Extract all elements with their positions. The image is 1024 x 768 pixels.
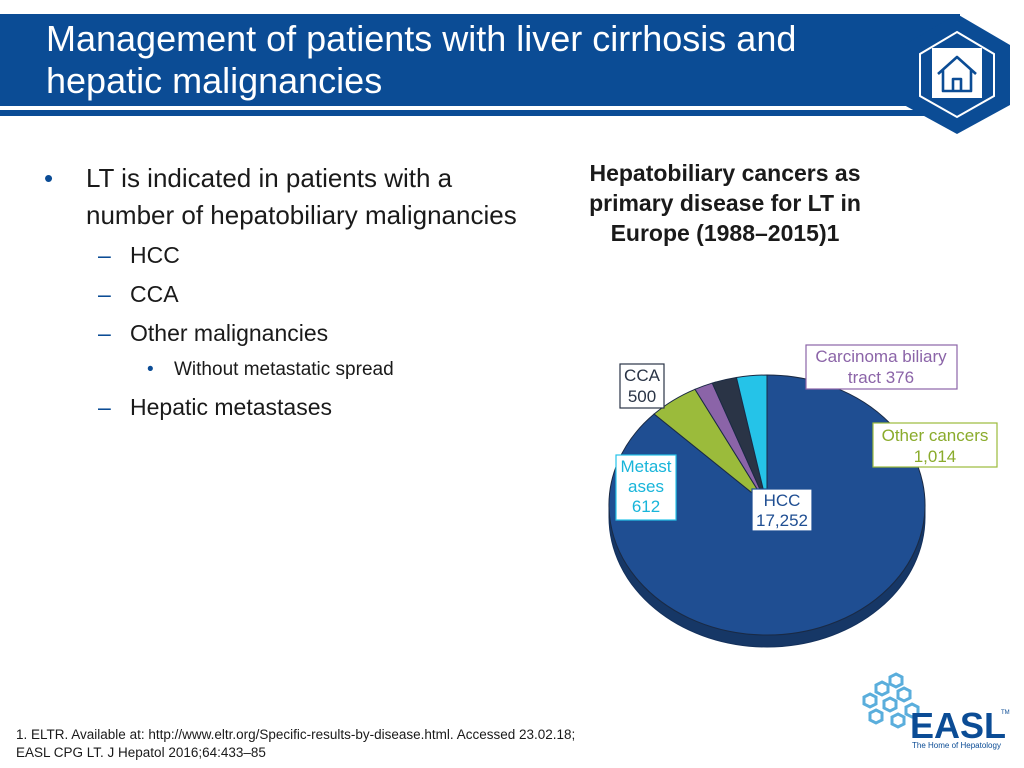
easl-logo: EASL TM The Home of Hepatology [862, 672, 1010, 750]
hexagon-cells-icon [862, 672, 920, 729]
bullet-marker: • [44, 163, 54, 193]
easl-tm: TM [1001, 710, 1010, 716]
bullet-sub-cca: – CCA [40, 279, 540, 309]
label-carcinoma-line1: Carcinoma biliary [815, 347, 947, 366]
page-title: Management of patients with liver cirrho… [46, 18, 906, 102]
label-box-hcc [751, 488, 813, 532]
label-box-cca [619, 363, 665, 409]
label-cca-line2: 500 [628, 387, 656, 406]
label-cca-line1: CCA [624, 366, 661, 385]
label-metastases-line2: ases [628, 477, 664, 496]
label-other-cancers-line2: 1,014 [914, 447, 957, 466]
page-title-line1: Management of patients with liver cirrho… [46, 18, 797, 59]
label-box-other-cancers [872, 422, 998, 468]
dash-marker: – [98, 242, 111, 268]
label-hcc-line2: 17,252 [756, 511, 808, 530]
home-icon[interactable] [902, 12, 1012, 136]
label-metastases-line1: Metast [620, 457, 671, 476]
dash-marker: – [98, 394, 111, 420]
dash-marker: – [98, 281, 111, 307]
bullet-sub-text: Other malignancies [130, 320, 329, 346]
easl-tagline: The Home of Hepatology [912, 741, 1001, 750]
footnote: 1. ELTR. Available at: http://www.eltr.o… [16, 726, 656, 762]
bullet-sub-metastases: – Hepatic metastases [40, 392, 540, 422]
bullet-marker-small: • [147, 359, 154, 380]
bullet-subsub-text: Without metastatic spread [174, 359, 394, 380]
label-hcc-line1: HCC [764, 491, 801, 510]
easl-wordmark: EASL [910, 705, 1006, 746]
bullet-sub-text: Hepatic metastases [130, 394, 332, 420]
bullet-sub-text: CCA [130, 281, 179, 307]
footnote-line1: 1. ELTR. Available at: http://www.eltr.o… [16, 727, 576, 742]
chart-title: Hepatobiliary cancers as primary disease… [589, 160, 861, 246]
bullet-sub-other: – Other malignancies [40, 318, 540, 348]
label-carcinoma-line2: tract 376 [848, 368, 914, 387]
header-rule [0, 110, 960, 116]
footnote-line2: EASL CPG LT. J Hepatol 2016;64:433–85 [16, 745, 266, 760]
label-metastases-line3: 612 [632, 497, 660, 516]
bullet-sub-hcc: – HCC [40, 240, 540, 270]
bullet-main-text: LT is indicated in patients with a numbe… [86, 163, 517, 230]
dash-marker: – [98, 320, 111, 346]
page-title-line2: hepatic malignancies [46, 60, 383, 101]
label-box-carcinoma [805, 344, 958, 390]
bullet-subsub: • Without metastatic spread [40, 357, 540, 383]
pie-slice-metastases [735, 374, 768, 506]
header-bar [0, 14, 960, 106]
bullet-list: • LT is indicated in patients with a num… [40, 160, 540, 431]
label-other-cancers-line1: Other cancers [882, 426, 989, 445]
bullet-main: • LT is indicated in patients with a num… [40, 160, 540, 234]
bullet-sub-text: HCC [130, 242, 180, 268]
house-outline [937, 55, 977, 93]
label-box-metastases [615, 454, 677, 521]
